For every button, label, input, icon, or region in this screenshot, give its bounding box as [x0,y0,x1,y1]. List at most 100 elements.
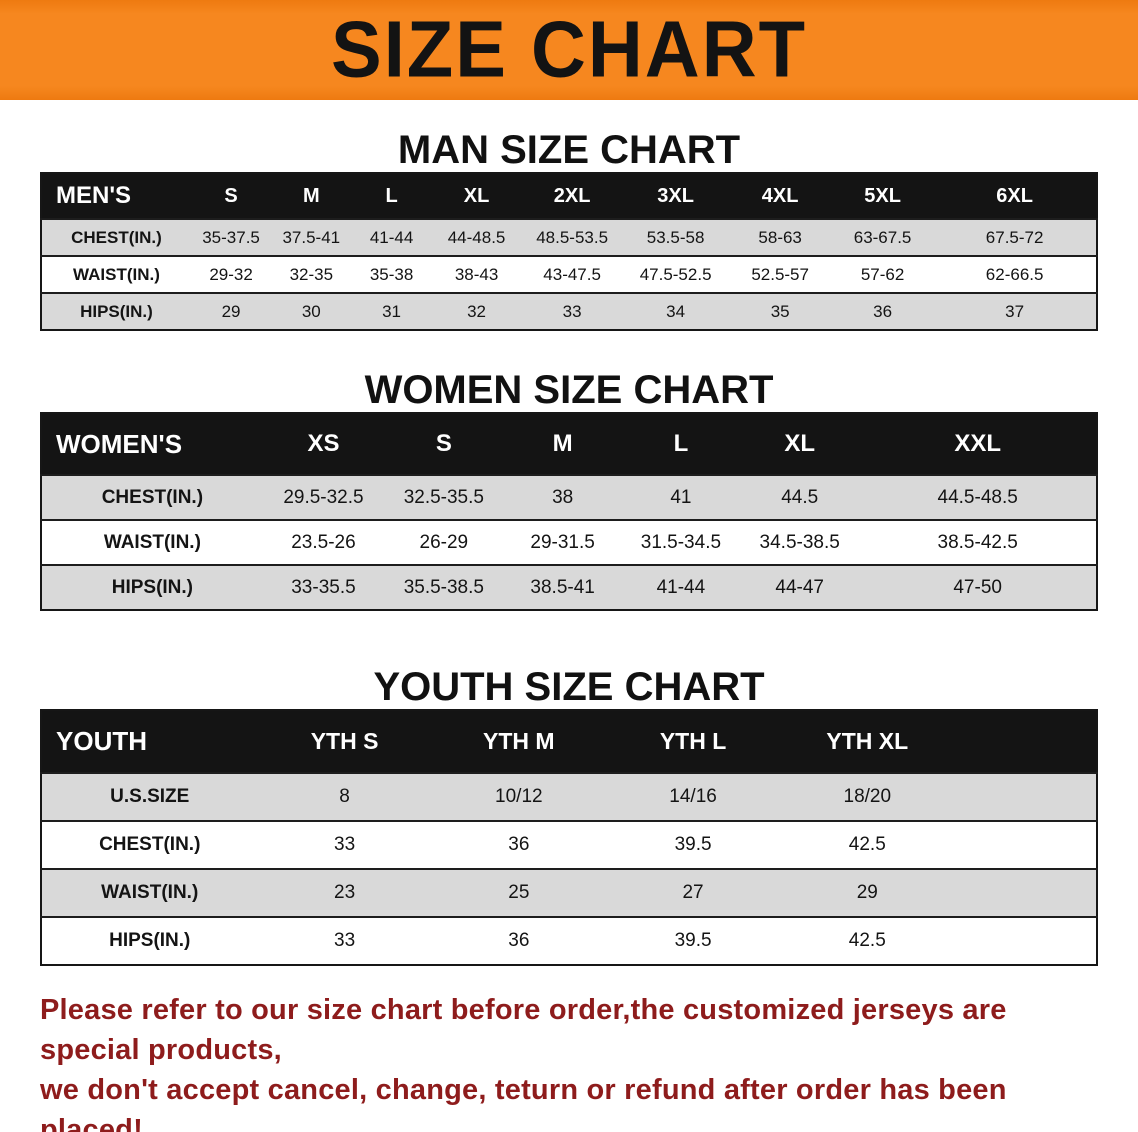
size-cell: 44.5 [740,474,860,520]
row-label: HIPS(IN.) [41,292,191,330]
youth-size-header: YTH XL [780,710,955,773]
size-cell: 33-35.5 [262,564,385,610]
disclaimer: Please refer to our size chart before or… [40,990,1110,1132]
men-chest-row: CHEST(IN.) 35-37.5 37.5-41 41-44 44-48.5… [41,218,1097,256]
size-cell: 27 [605,868,781,917]
women-size-table: WOMEN'S XS S M L XL XXL CHEST(IN.) 29.5-… [40,412,1098,611]
size-cell: 38.5-42.5 [859,519,1097,565]
size-cell: 23 [257,868,432,917]
size-cell: 36 [431,916,606,965]
men-size-header: 4XL [728,173,832,219]
men-header-row: MEN'S S M L XL 2XL 3XL 4XL 5XL 6XL [41,173,1097,219]
size-cell: 43-47.5 [521,255,623,293]
women-size-header: XL [740,413,860,475]
size-cell: 37 [933,292,1097,330]
men-size-header: 6XL [933,173,1097,219]
size-cell: 38-43 [431,255,522,293]
size-cell: 44.5-48.5 [859,474,1097,520]
size-cell: 29 [780,868,955,917]
women-hips-row: HIPS(IN.) 33-35.5 35.5-38.5 38.5-41 41-4… [41,564,1097,610]
size-cell: 35.5-38.5 [384,564,504,610]
size-cell: 33 [257,820,432,869]
size-cell: 32-35 [271,255,352,293]
youth-waist-row: WAIST(IN.) 23 25 27 29 [41,868,1097,917]
youth-size-header: YTH S [257,710,432,773]
size-cell: 48.5-53.5 [521,218,623,256]
row-label: U.S.SIZE [41,772,258,821]
youth-table-title: YOUTH [41,710,258,773]
women-section-heading: WOMEN SIZE CHART [364,368,774,412]
size-cell: 35-37.5 [190,218,272,256]
row-label: HIPS(IN.) [41,564,263,610]
women-size-header: XXL [859,413,1097,475]
men-size-header: S [190,173,272,219]
size-cell: 41 [621,474,741,520]
size-cell: 18/20 [780,772,955,821]
size-cell: 36 [431,820,606,869]
size-cell: 29 [190,292,272,330]
men-section-heading: MAN SIZE CHART [397,128,741,172]
size-cell: 35 [728,292,832,330]
size-cell: 33 [257,916,432,965]
spacer-cell [954,710,1097,773]
spacer-cell [954,820,1097,869]
size-cell: 34.5-38.5 [740,519,860,565]
size-cell: 63-67.5 [831,218,934,256]
size-cell: 35-38 [351,255,432,293]
size-cell: 38.5-41 [503,564,622,610]
size-cell: 34 [622,292,729,330]
spacer-cell [954,772,1097,821]
women-table-title: WOMEN'S [41,413,263,475]
disclaimer-line-1: Please refer to our size chart before or… [40,994,1007,1066]
row-label: WAIST(IN.) [41,519,263,565]
row-label: CHEST(IN.) [41,474,263,520]
women-chest-row: CHEST(IN.) 29.5-32.5 32.5-35.5 38 41 44.… [41,474,1097,520]
size-cell: 32 [431,292,522,330]
youth-header-row: YOUTH YTH S YTH M YTH L YTH XL [41,710,1097,773]
size-cell: 39.5 [605,916,781,965]
size-cell: 38 [503,474,622,520]
men-size-header: L [351,173,432,219]
women-waist-row: WAIST(IN.) 23.5-26 26-29 29-31.5 31.5-34… [41,519,1097,565]
men-table-title: MEN'S [41,173,191,219]
youth-section-heading: YOUTH SIZE CHART [373,665,765,709]
size-cell: 57-62 [831,255,934,293]
women-size-header: XS [262,413,385,475]
men-size-header: M [271,173,352,219]
size-cell: 41-44 [621,564,741,610]
size-cell: 30 [271,292,352,330]
size-cell: 39.5 [605,820,781,869]
row-label: HIPS(IN.) [41,916,258,965]
size-cell: 42.5 [780,916,955,965]
size-cell: 37.5-41 [271,218,352,256]
women-header-row: WOMEN'S XS S M L XL XXL [41,413,1097,475]
size-cell: 42.5 [780,820,955,869]
size-cell: 36 [831,292,934,330]
size-cell: 10/12 [431,772,606,821]
size-cell: 58-63 [728,218,832,256]
row-label: CHEST(IN.) [41,820,258,869]
size-cell: 53.5-58 [622,218,729,256]
youth-hips-row: HIPS(IN.) 33 36 39.5 42.5 [41,916,1097,965]
men-size-header: 5XL [831,173,934,219]
spacer-cell [954,868,1097,917]
row-label: WAIST(IN.) [41,868,258,917]
size-cell: 44-48.5 [431,218,522,256]
size-cell: 62-66.5 [933,255,1097,293]
row-label: CHEST(IN.) [41,218,191,256]
size-cell: 31 [351,292,432,330]
women-size-header: L [621,413,741,475]
men-size-table: MEN'S S M L XL 2XL 3XL 4XL 5XL 6XL CHEST… [40,172,1098,331]
size-cell: 52.5-57 [728,255,832,293]
banner-title: SIZE CHART [331,4,807,95]
banner: SIZE CHART [0,0,1138,100]
youth-chest-row: CHEST(IN.) 33 36 39.5 42.5 [41,820,1097,869]
women-size-header: S [384,413,504,475]
size-cell: 44-47 [740,564,860,610]
size-cell: 31.5-34.5 [621,519,741,565]
size-cell: 29.5-32.5 [262,474,385,520]
size-cell: 41-44 [351,218,432,256]
size-cell: 29-31.5 [503,519,622,565]
men-hips-row: HIPS(IN.) 29 30 31 32 33 34 35 36 37 [41,292,1097,330]
